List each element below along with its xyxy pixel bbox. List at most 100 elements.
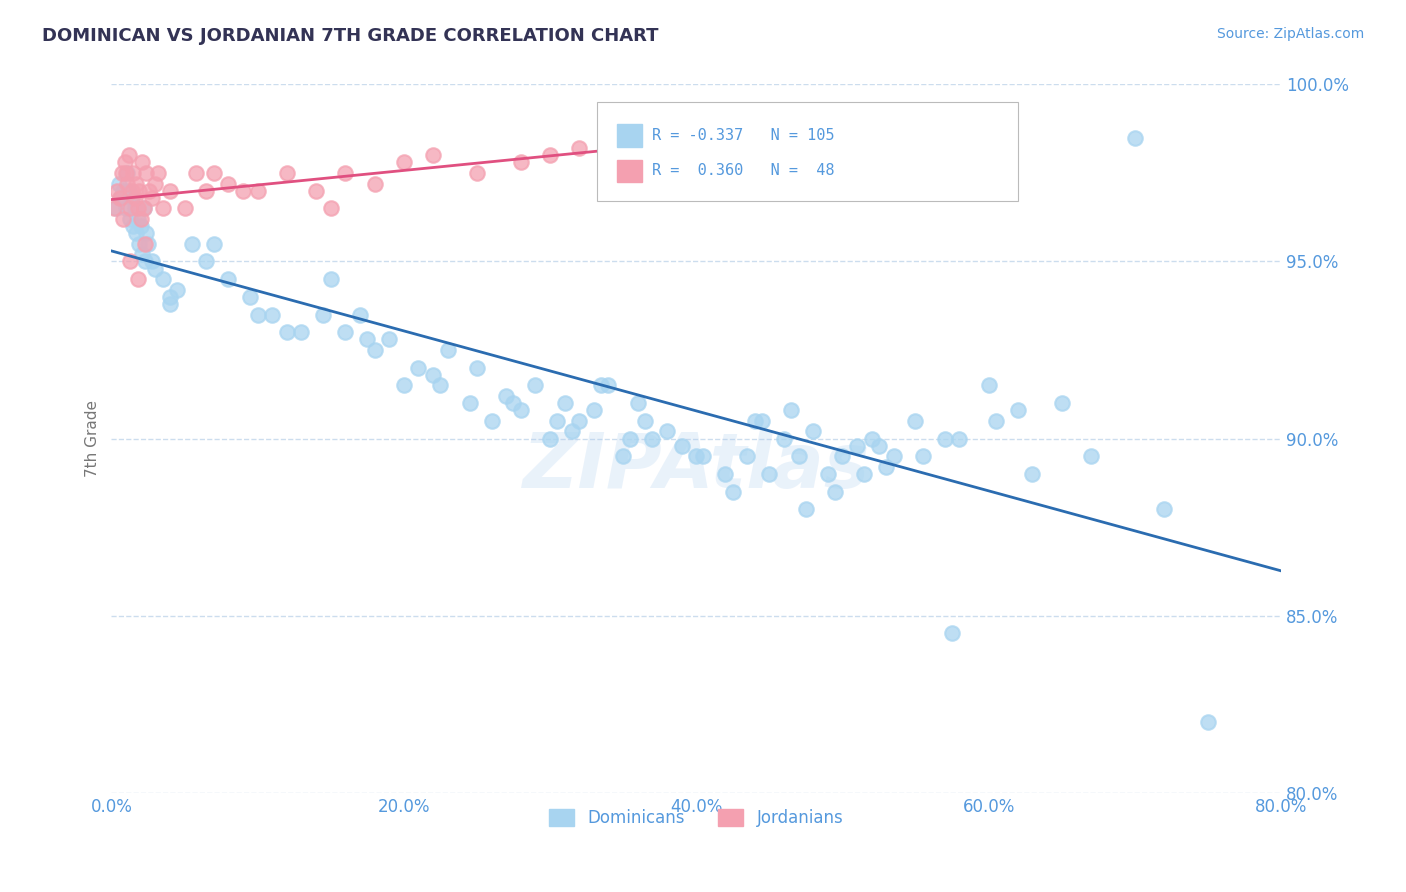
Point <box>655 425 678 439</box>
FancyBboxPatch shape <box>596 103 1018 202</box>
Point <box>831 449 853 463</box>
Point <box>127 272 149 286</box>
Point <box>312 308 335 322</box>
Point <box>262 308 284 322</box>
Point <box>1050 396 1073 410</box>
Point <box>458 396 481 410</box>
Point <box>246 308 269 322</box>
Point <box>111 166 134 180</box>
Point <box>128 236 150 251</box>
Point <box>911 449 934 463</box>
Point <box>1007 403 1029 417</box>
Point <box>1080 449 1102 463</box>
Point <box>112 184 135 198</box>
Point <box>108 191 131 205</box>
Point <box>115 166 138 180</box>
Point <box>118 184 141 198</box>
Y-axis label: 7th Grade: 7th Grade <box>86 400 100 477</box>
Point <box>335 326 357 340</box>
Point <box>773 432 796 446</box>
Point <box>714 467 737 481</box>
FancyBboxPatch shape <box>617 160 643 182</box>
Point <box>598 378 620 392</box>
Point <box>290 326 312 340</box>
Point <box>159 297 181 311</box>
Point <box>692 449 714 463</box>
Point <box>801 425 824 439</box>
Legend: Dominicans, Jordanians: Dominicans, Jordanians <box>543 803 851 834</box>
Point <box>186 166 208 180</box>
Point <box>135 226 157 240</box>
FancyBboxPatch shape <box>617 124 643 147</box>
Point <box>502 396 524 410</box>
Point <box>904 414 927 428</box>
Point <box>627 396 650 410</box>
Point <box>136 236 159 251</box>
Point <box>152 272 174 286</box>
Point <box>538 432 561 446</box>
Point <box>984 414 1007 428</box>
Point <box>134 236 156 251</box>
Point <box>627 130 650 145</box>
Point <box>591 378 613 392</box>
Point <box>817 467 839 481</box>
Point <box>561 425 583 439</box>
Point <box>860 432 883 446</box>
Point <box>612 449 634 463</box>
Point <box>239 290 262 304</box>
Point <box>465 360 488 375</box>
Point <box>408 360 430 375</box>
Point <box>120 212 142 227</box>
Text: R = -0.337   N = 105: R = -0.337 N = 105 <box>652 128 834 143</box>
Point <box>232 184 254 198</box>
Point <box>114 155 136 169</box>
Point <box>319 202 342 216</box>
Point <box>217 272 239 286</box>
Point <box>202 236 225 251</box>
Point <box>195 254 218 268</box>
Point <box>132 202 155 216</box>
Point <box>948 432 970 446</box>
Point <box>853 467 876 481</box>
Point <box>105 184 128 198</box>
Point <box>481 414 503 428</box>
Point <box>166 283 188 297</box>
Point <box>538 148 561 162</box>
Point <box>121 184 143 198</box>
Point <box>131 155 153 169</box>
Point <box>276 166 298 180</box>
Point <box>349 308 371 322</box>
Point <box>148 166 170 180</box>
Point <box>122 219 145 233</box>
Point <box>641 432 664 446</box>
Point <box>582 403 605 417</box>
Point <box>335 166 357 180</box>
Point <box>509 403 531 417</box>
Point <box>1153 502 1175 516</box>
Point <box>117 166 139 180</box>
Point <box>392 155 415 169</box>
Point <box>127 212 149 227</box>
Point <box>246 184 269 198</box>
Point <box>422 368 444 382</box>
Point <box>135 166 157 180</box>
Point <box>671 439 693 453</box>
Point <box>152 202 174 216</box>
Point <box>129 212 152 227</box>
Point <box>875 459 897 474</box>
Point <box>934 432 956 446</box>
Point <box>115 202 138 216</box>
Point <box>619 432 641 446</box>
Point <box>363 177 385 191</box>
Point <box>758 467 780 481</box>
Point <box>883 449 905 463</box>
Point <box>104 202 127 216</box>
Point <box>141 254 163 268</box>
Point <box>634 414 657 428</box>
Point <box>846 439 869 453</box>
Point <box>132 202 155 216</box>
Point <box>737 449 759 463</box>
Point <box>159 290 181 304</box>
Point <box>143 261 166 276</box>
Point <box>524 378 547 392</box>
